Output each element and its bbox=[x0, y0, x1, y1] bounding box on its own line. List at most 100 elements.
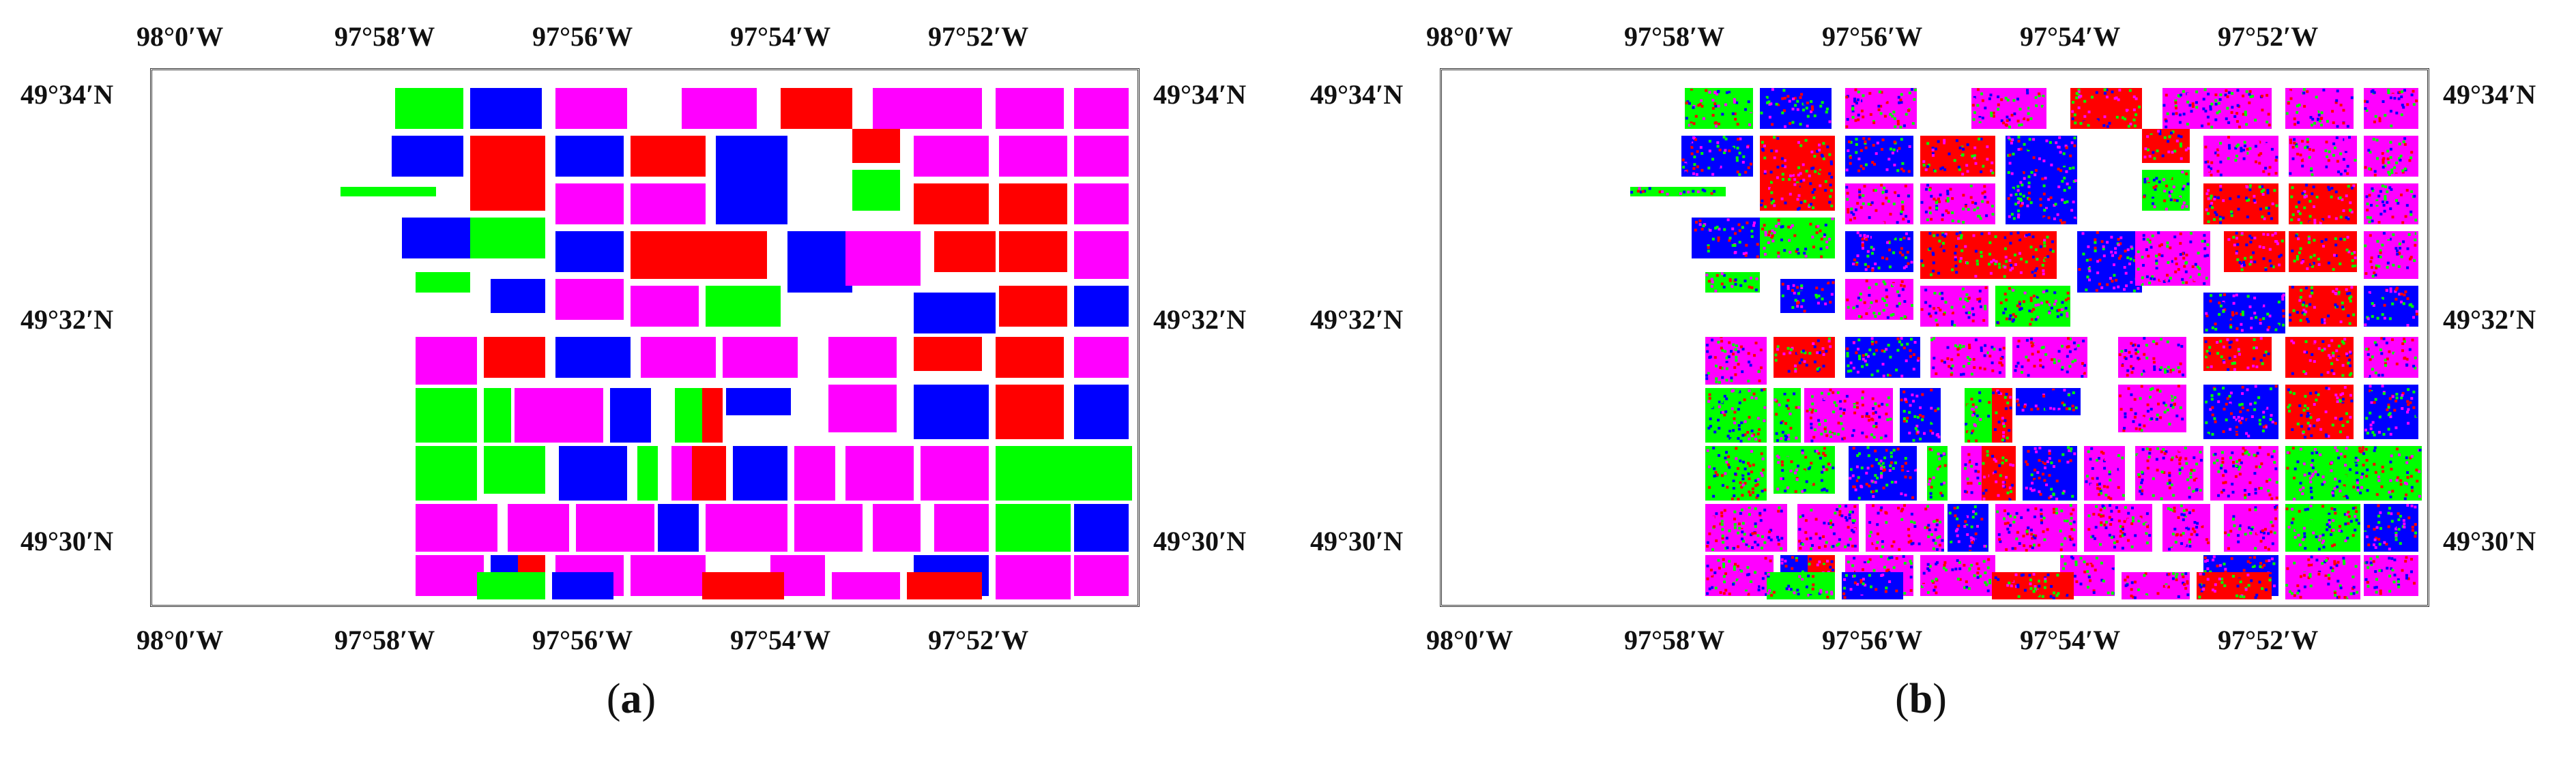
classification-noise-pixel bbox=[2074, 406, 2078, 410]
classification-noise-pixel bbox=[1785, 404, 1789, 408]
classification-noise-pixel bbox=[2394, 136, 2397, 140]
classification-noise-pixel bbox=[1922, 415, 1925, 418]
classification-noise-pixel bbox=[1752, 433, 1756, 436]
classification-noise-pixel bbox=[2401, 349, 2404, 353]
classification-noise-pixel bbox=[2403, 340, 2406, 343]
classification-noise-pixel bbox=[1791, 107, 1795, 110]
field-parcel-green bbox=[416, 388, 477, 443]
classification-noise-pixel bbox=[1962, 496, 1965, 500]
classification-noise-pixel bbox=[2341, 363, 2345, 367]
classification-noise-pixel bbox=[1978, 391, 1982, 394]
classification-noise-pixel bbox=[1998, 266, 2001, 269]
classification-noise-pixel bbox=[2365, 417, 2369, 420]
classification-noise-pixel bbox=[2083, 100, 2087, 103]
classification-noise-pixel bbox=[2039, 364, 2042, 368]
classification-noise-pixel bbox=[1922, 291, 1924, 295]
classification-noise-pixel bbox=[2268, 259, 2272, 263]
classification-noise-pixel bbox=[1763, 224, 1766, 227]
classification-noise-pixel bbox=[1924, 233, 1927, 236]
classification-noise-pixel bbox=[1948, 368, 1951, 372]
field-parcel-magenta bbox=[1845, 88, 1917, 129]
classification-noise-pixel bbox=[2368, 167, 2371, 170]
classification-noise-pixel bbox=[1734, 473, 1737, 475]
classification-noise-pixel bbox=[2219, 93, 2223, 97]
classification-noise-pixel bbox=[2320, 191, 2324, 194]
classification-noise-pixel bbox=[1892, 449, 1896, 452]
classification-noise-pixel bbox=[1907, 170, 1911, 173]
classification-noise-pixel bbox=[1941, 494, 1944, 497]
classification-noise-pixel bbox=[1732, 343, 1735, 346]
classification-noise-pixel bbox=[2402, 240, 2405, 243]
classification-noise-pixel bbox=[2094, 238, 2097, 241]
classification-noise-pixel bbox=[1806, 115, 1810, 118]
lon-label: 97°56′W bbox=[1822, 21, 1923, 52]
classification-noise-pixel bbox=[2315, 95, 2318, 99]
classification-noise-pixel bbox=[1694, 228, 1697, 232]
classification-noise-pixel bbox=[2365, 347, 2369, 351]
classification-noise-pixel bbox=[2388, 412, 2392, 415]
classification-noise-pixel bbox=[2336, 160, 2339, 163]
classification-noise-pixel bbox=[2124, 415, 2127, 419]
classification-noise-pixel bbox=[2276, 242, 2279, 245]
classification-noise-pixel bbox=[2158, 130, 2162, 133]
classification-noise-pixel bbox=[1941, 297, 1944, 300]
classification-noise-pixel bbox=[1921, 393, 1924, 396]
classification-noise-pixel bbox=[2040, 256, 2044, 260]
classification-noise-pixel bbox=[2298, 155, 2302, 159]
classification-noise-pixel bbox=[1825, 434, 1829, 437]
classification-noise-pixel bbox=[2152, 370, 2155, 374]
classification-noise-pixel bbox=[2023, 403, 2027, 406]
classification-noise-pixel bbox=[1781, 282, 1784, 286]
classification-noise-pixel bbox=[1966, 477, 1969, 481]
classification-noise-pixel bbox=[1820, 255, 1823, 258]
classification-noise-pixel bbox=[1920, 308, 1924, 311]
classification-noise-pixel bbox=[2027, 106, 2030, 110]
classification-noise-pixel bbox=[2117, 98, 2120, 102]
classification-noise-pixel bbox=[1724, 472, 1727, 475]
classification-noise-pixel bbox=[2298, 200, 2301, 204]
classification-noise-pixel bbox=[1911, 485, 1914, 488]
classification-noise-pixel bbox=[1889, 113, 1892, 116]
classification-noise-pixel bbox=[1913, 88, 1917, 91]
classification-noise-pixel bbox=[2274, 250, 2278, 253]
classification-noise-pixel bbox=[1745, 252, 1748, 255]
classification-noise-pixel bbox=[2202, 276, 2205, 279]
classification-noise-pixel bbox=[1813, 345, 1817, 348]
classification-noise-pixel bbox=[2029, 296, 2033, 299]
classification-noise-pixel bbox=[2158, 342, 2162, 345]
classification-noise-pixel bbox=[1791, 475, 1794, 479]
classification-noise-pixel bbox=[2264, 166, 2268, 170]
classification-noise-pixel bbox=[1829, 160, 1833, 164]
classification-noise-pixel bbox=[2401, 169, 2404, 173]
classification-noise-pixel bbox=[1856, 254, 1859, 258]
classification-noise-pixel bbox=[1873, 368, 1877, 372]
classification-noise-pixel bbox=[1812, 219, 1815, 222]
classification-noise-pixel bbox=[1821, 471, 1824, 474]
classification-noise-pixel bbox=[2277, 331, 2281, 333]
classification-noise-pixel bbox=[2235, 421, 2238, 424]
classification-noise-pixel bbox=[1984, 486, 1987, 490]
classification-noise-pixel bbox=[1963, 337, 1966, 340]
classification-noise-pixel bbox=[1724, 137, 1728, 140]
classification-noise-pixel bbox=[1769, 102, 1773, 106]
classification-noise-pixel bbox=[1896, 368, 1900, 371]
classification-noise-pixel bbox=[1852, 263, 1855, 266]
classification-noise-pixel bbox=[1658, 190, 1662, 194]
classification-noise-pixel bbox=[2081, 370, 2084, 373]
classification-noise-pixel bbox=[2412, 89, 2415, 93]
classification-noise-pixel bbox=[1932, 269, 1935, 273]
classification-noise-pixel bbox=[2066, 182, 2069, 185]
field-parcel-magenta bbox=[794, 446, 835, 501]
classification-noise-pixel bbox=[2304, 286, 2308, 290]
classification-noise-pixel bbox=[2035, 104, 2038, 108]
classification-noise-pixel bbox=[1781, 173, 1784, 176]
classification-noise-pixel bbox=[2173, 403, 2176, 406]
classification-noise-pixel bbox=[2287, 399, 2290, 402]
classification-noise-pixel bbox=[1717, 104, 1720, 108]
classification-noise-pixel bbox=[2169, 417, 2173, 420]
classification-noise-pixel bbox=[1876, 256, 1879, 259]
classification-noise-pixel bbox=[1879, 467, 1883, 470]
classification-noise-pixel bbox=[2096, 260, 2100, 263]
classification-noise-pixel bbox=[2172, 185, 2175, 189]
classification-noise-pixel bbox=[2220, 311, 2224, 314]
